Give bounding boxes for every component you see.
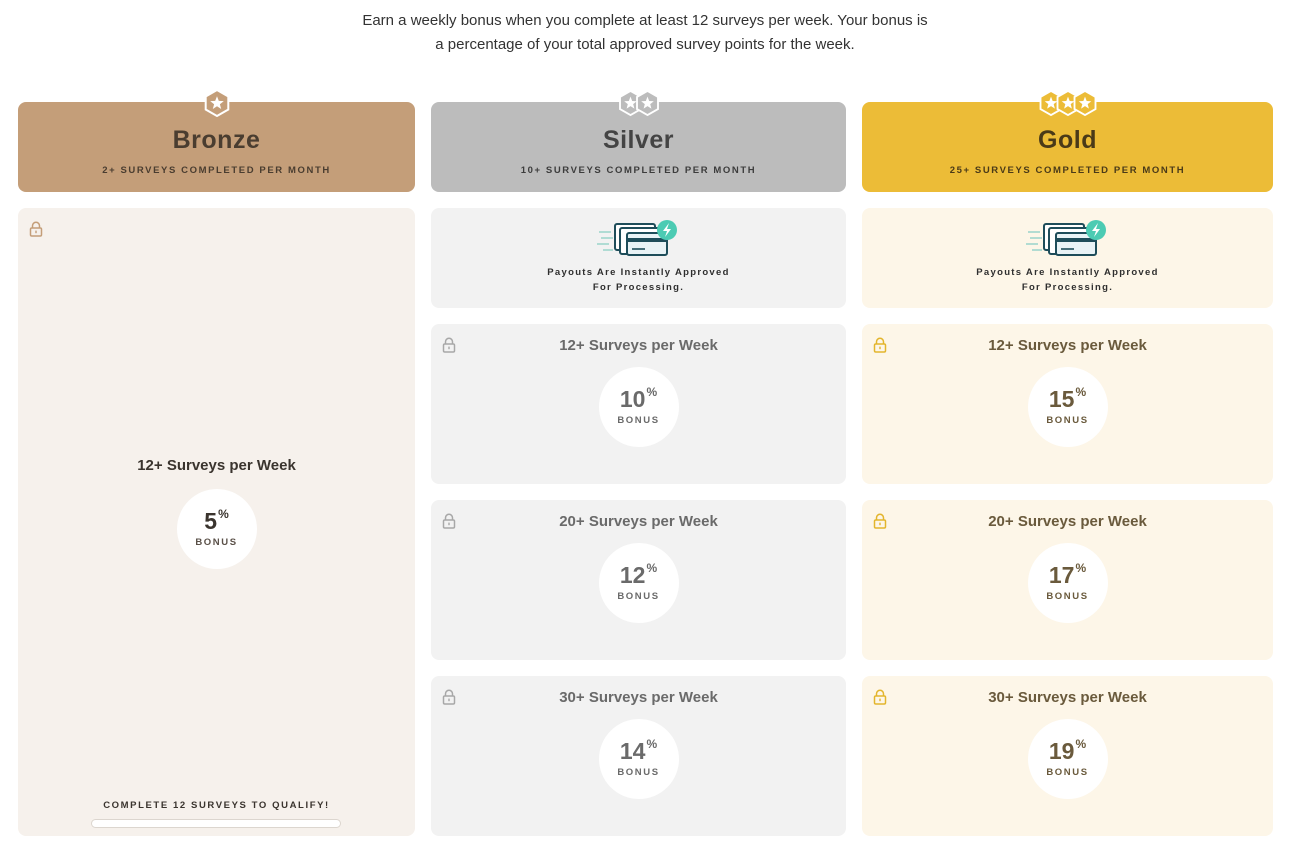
- bonus-label: BONUS: [1046, 591, 1089, 602]
- bonus-label: BONUS: [1046, 415, 1089, 426]
- bonus-percent: 5%: [204, 507, 229, 534]
- tier-column-gold: Gold 25+ SURVEYS COMPLETED PER MONTH Pay…: [862, 102, 1273, 836]
- bonus-circle: 15% BONUS: [1027, 367, 1108, 447]
- bonus-percent: 12%: [619, 561, 658, 588]
- tier-name: Silver: [602, 126, 675, 154]
- lock-icon: [29, 221, 43, 237]
- bonus-percent: 15%: [1048, 385, 1087, 412]
- bonus-card: 20+ Surveys per Week 17% BONUS: [862, 500, 1273, 660]
- bonus-percent: 19%: [1048, 737, 1087, 764]
- instant-payout-card-icon: [1026, 218, 1110, 262]
- payout-text: Payouts Are Instantly Approved For Proce…: [976, 267, 1159, 293]
- bonus-card-title: 30+ Surveys per Week: [988, 689, 1147, 706]
- payout-card: Payouts Are Instantly Approved For Proce…: [431, 208, 846, 308]
- intro-line-2: a percentage of your total approved surv…: [435, 36, 855, 53]
- bonus-circle: 14% BONUS: [598, 719, 679, 799]
- tier-header-gold: Gold 25+ SURVEYS COMPLETED PER MONTH: [862, 102, 1273, 192]
- payout-text: Payouts Are Instantly Approved For Proce…: [547, 267, 730, 293]
- tier-column-silver: Silver 10+ SURVEYS COMPLETED PER MONTH P…: [431, 102, 846, 836]
- bonus-card-title: 20+ Surveys per Week: [988, 513, 1147, 530]
- bonus-card-title: 30+ Surveys per Week: [559, 689, 718, 706]
- bonus-percent: 14%: [619, 737, 658, 764]
- tier-header-bronze: Bronze 2+ SURVEYS COMPLETED PER MONTH: [18, 102, 415, 192]
- bonus-card-title: 12+ Surveys per Week: [559, 337, 718, 354]
- bonus-circle: 10% BONUS: [598, 367, 679, 447]
- bonus-circle: 12% BONUS: [598, 543, 679, 623]
- bonus-card: 12+ Surveys per Week 5% BONUS COMPLETE 1…: [18, 208, 415, 836]
- bonus-label: BONUS: [1046, 767, 1089, 778]
- tier-requirement: 25+ SURVEYS COMPLETED PER MONTH: [949, 165, 1186, 176]
- payout-card: Payouts Are Instantly Approved For Proce…: [862, 208, 1273, 308]
- bonus-percent: 17%: [1048, 561, 1087, 588]
- tier-column-bronze: Bronze 2+ SURVEYS COMPLETED PER MONTH 12…: [18, 102, 415, 836]
- bonus-label: BONUS: [617, 591, 660, 602]
- tier-requirement: 10+ SURVEYS COMPLETED PER MONTH: [520, 165, 757, 176]
- tier-header-silver: Silver 10+ SURVEYS COMPLETED PER MONTH: [431, 102, 846, 192]
- bonus-label: BONUS: [617, 415, 660, 426]
- tier-requirement: 2+ SURVEYS COMPLETED PER MONTH: [102, 165, 331, 176]
- bonus-percent: 10%: [619, 385, 658, 412]
- bonus-card: 30+ Surveys per Week 14% BONUS: [431, 676, 846, 836]
- instant-payout-card-icon: [597, 218, 681, 262]
- tier-name: Gold: [1038, 126, 1097, 154]
- qualify-progress-bar: [91, 819, 341, 828]
- qualify-message: COMPLETE 12 SURVEYS TO QUALIFY!: [103, 800, 330, 811]
- bonus-circle: 5% BONUS: [176, 489, 257, 569]
- intro-text: Earn a weekly bonus when you complete at…: [0, 9, 1290, 57]
- star-badge-icon: [1038, 89, 1098, 117]
- bonus-circle: 19% BONUS: [1027, 719, 1108, 799]
- bonus-card: 12+ Surveys per Week 15% BONUS: [862, 324, 1273, 484]
- bonus-card-title: 12+ Surveys per Week: [988, 337, 1147, 354]
- intro-line-1: Earn a weekly bonus when you complete at…: [362, 12, 928, 29]
- bonus-label: BONUS: [195, 537, 238, 548]
- bonus-circle: 17% BONUS: [1027, 543, 1108, 623]
- star-badge-icon: [203, 89, 231, 117]
- bonus-card: 30+ Surveys per Week 19% BONUS: [862, 676, 1273, 836]
- bonus-label: BONUS: [617, 767, 660, 778]
- bonus-card-title: 12+ Surveys per Week: [137, 457, 296, 474]
- bonus-card-title: 20+ Surveys per Week: [559, 513, 718, 530]
- tier-name: Bronze: [172, 126, 261, 154]
- star-badge-icon: [617, 89, 660, 117]
- bonus-card: 20+ Surveys per Week 12% BONUS: [431, 500, 846, 660]
- bonus-card: 12+ Surveys per Week 10% BONUS: [431, 324, 846, 484]
